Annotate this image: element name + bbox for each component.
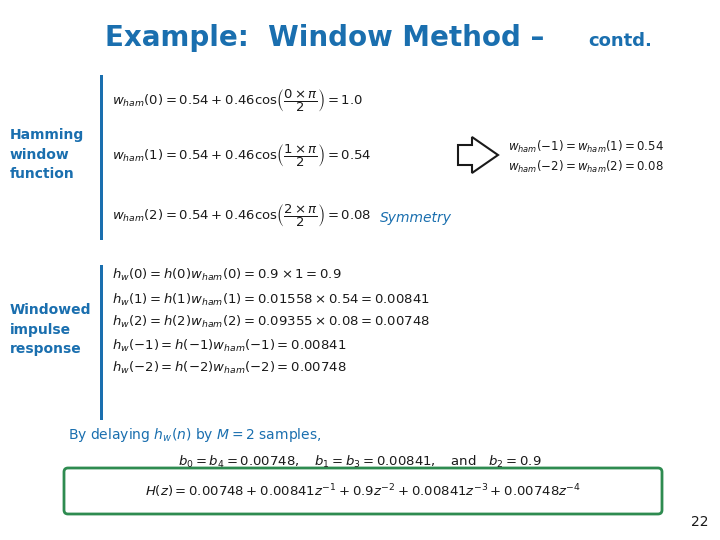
Text: $w_{ham}(-1) = w_{ham}(1) = 0.54$: $w_{ham}(-1) = w_{ham}(1) = 0.54$ — [508, 139, 664, 155]
Text: $w_{ham}(2) = 0.54 + 0.46\cos\!\left(\dfrac{2 \times \pi}{2}\right) = 0.08$: $w_{ham}(2) = 0.54 + 0.46\cos\!\left(\df… — [112, 201, 372, 228]
Text: $H(z) = 0.00748 + 0.00841z^{-1} + 0.9z^{-2} + 0.00841z^{-3} + 0.00748z^{-4}$: $H(z) = 0.00748 + 0.00841z^{-1} + 0.9z^{… — [145, 482, 581, 500]
FancyBboxPatch shape — [64, 468, 662, 514]
Text: $b_0 = b_4 = 0.00748,\quad b_1 = b_3 = 0.00841, \quad \text{and}\quad b_2 = 0.9$: $b_0 = b_4 = 0.00748,\quad b_1 = b_3 = 0… — [179, 454, 541, 470]
Text: contd.: contd. — [588, 32, 652, 50]
Text: $h_w(0) = h(0)w_{ham}(0) = 0.9 \times 1 = 0.9$: $h_w(0) = h(0)w_{ham}(0) = 0.9 \times 1 … — [112, 267, 341, 283]
Text: Windowed
impulse
response: Windowed impulse response — [10, 303, 91, 356]
Text: Symmetry: Symmetry — [380, 211, 452, 225]
Text: $h_w(-1) = h(-1)w_{ham}(-1) = 0.00841$: $h_w(-1) = h(-1)w_{ham}(-1) = 0.00841$ — [112, 338, 346, 354]
Text: $h_w(-2) = h(-2)w_{ham}(-2) = 0.00748$: $h_w(-2) = h(-2)w_{ham}(-2) = 0.00748$ — [112, 360, 346, 376]
Text: Hamming
window
function: Hamming window function — [10, 129, 84, 181]
Text: $h_w(2) = h(2)w_{ham}(2) = 0.09355 \times 0.08 = 0.00748$: $h_w(2) = h(2)w_{ham}(2) = 0.09355 \time… — [112, 314, 430, 330]
Text: $w_{ham}(0) = 0.54 + 0.46\cos\!\left(\dfrac{0 \times \pi}{2}\right) = 1.0$: $w_{ham}(0) = 0.54 + 0.46\cos\!\left(\df… — [112, 86, 363, 113]
Polygon shape — [458, 137, 498, 173]
Bar — [100, 75, 103, 240]
Text: $w_{ham}(1) = 0.54 + 0.46\cos\!\left(\dfrac{1 \times \pi}{2}\right) = 0.54$: $w_{ham}(1) = 0.54 + 0.46\cos\!\left(\df… — [112, 141, 372, 168]
Text: 22: 22 — [690, 515, 708, 529]
Bar — [100, 265, 103, 420]
Text: By delaying $h_w(n)$ by $M = 2$ samples,: By delaying $h_w(n)$ by $M = 2$ samples, — [68, 426, 321, 444]
Text: $w_{ham}(-2) = w_{ham}(2) = 0.08$: $w_{ham}(-2) = w_{ham}(2) = 0.08$ — [508, 159, 664, 175]
Text: Example:  Window Method –: Example: Window Method – — [105, 24, 544, 52]
Text: $h_w(1) = h(1)w_{ham}(1) = 0.01558 \times 0.54 = 0.00841$: $h_w(1) = h(1)w_{ham}(1) = 0.01558 \time… — [112, 292, 430, 308]
